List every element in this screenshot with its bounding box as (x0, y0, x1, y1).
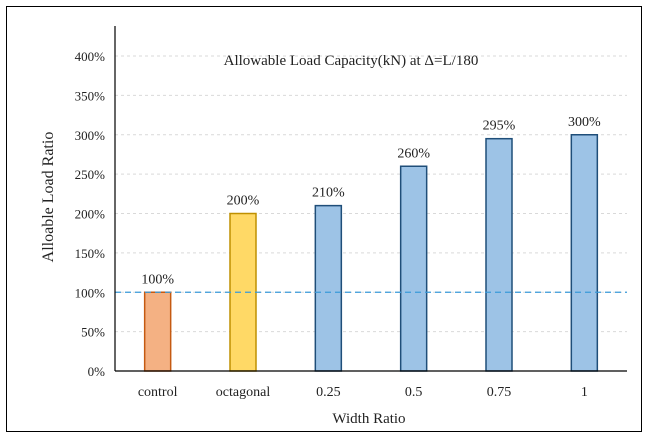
data-labels: 100% 200% 210% 260% 295% 300% (141, 115, 601, 288)
bar-octagonal (229, 212, 257, 372)
y-tick-label: 100% (75, 285, 106, 300)
y-tick-label: 350% (75, 88, 106, 103)
x-tick-label: 0.75 (487, 385, 512, 400)
x-tick-label: 1 (581, 385, 588, 400)
bar-chart: 0% 50% 100% 150% 200% 250% 300% 350% 400% 100% 20… (40, 26, 627, 427)
data-label: 295% (483, 119, 516, 134)
x-tick-label: 0.25 (316, 385, 341, 400)
y-tick-labels: 0% 50% 100% 150% 200% 250% 300% 350% 400% (75, 49, 106, 379)
y-tick-label: 150% (75, 246, 106, 261)
data-label: 260% (397, 146, 430, 161)
y-tick-label: 250% (75, 167, 106, 182)
x-tick-label: 0.5 (405, 385, 423, 400)
bar-0.25 (314, 204, 343, 372)
y-tick-label: 400% (75, 49, 106, 64)
data-label: 210% (312, 186, 345, 201)
y-tick-label: 300% (75, 128, 106, 143)
y-tick-label: 0% (88, 364, 106, 379)
bars (143, 134, 599, 372)
data-label: 100% (141, 272, 174, 287)
y-tick-label: 50% (81, 325, 105, 340)
bar-1 (570, 134, 599, 372)
bar-0.5 (399, 165, 428, 372)
gridlines (115, 55, 627, 333)
x-axis-label: Width Ratio (332, 411, 405, 427)
y-tick-label: 200% (75, 207, 106, 222)
chart-frame: 0% 50% 100% 150% 200% 250% 300% 350% 400% 100% 20… (6, 6, 642, 432)
bar-0.75 (485, 137, 513, 372)
data-label: 200% (227, 194, 260, 209)
bar-control (143, 291, 172, 372)
y-axis-label: Alloable Load Ratio (40, 132, 57, 263)
x-tick-label: octagonal (216, 385, 271, 400)
x-tick-label: control (138, 385, 178, 400)
chart-title: Allowable Load Capacity(kN) at Δ=L/180 (224, 53, 479, 69)
x-tick-labels: control octagonal 0.25 0.5 0.75 1 (138, 385, 588, 400)
data-label: 300% (568, 115, 601, 130)
